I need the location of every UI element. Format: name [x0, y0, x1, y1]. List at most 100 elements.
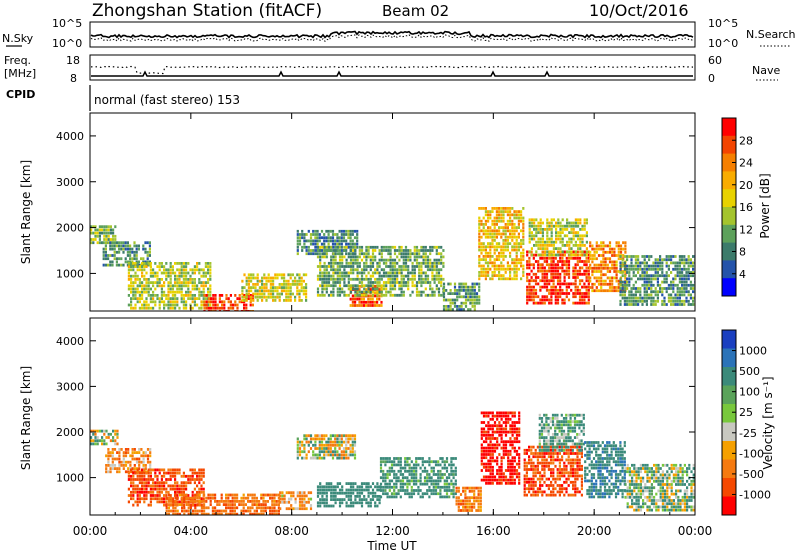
heatmap-cell	[520, 245, 523, 249]
heatmap-cell	[452, 469, 455, 473]
heatmap-cell	[597, 263, 601, 267]
heatmap-cell	[623, 261, 626, 265]
heatmap-cell	[464, 301, 468, 305]
heatmap-cell	[467, 295, 470, 299]
heatmap-cell	[332, 261, 335, 265]
heatmap-cell	[506, 235, 509, 239]
heatmap-cell	[127, 487, 130, 491]
heatmap-cell	[637, 264, 640, 268]
heatmap-cell	[144, 451, 147, 454]
heatmap-cell	[96, 439, 99, 443]
heatmap-cell	[589, 266, 592, 270]
heatmap-cell	[579, 228, 582, 231]
heatmap-cell	[570, 256, 573, 260]
heatmap-cell	[437, 463, 440, 467]
heatmap-cell	[579, 221, 582, 225]
heatmap-cell	[667, 299, 670, 303]
heatmap-cell	[435, 268, 438, 272]
heatmap-cell	[419, 482, 422, 486]
heatmap-cell	[574, 244, 577, 247]
heatmap-cell	[126, 247, 129, 251]
heatmap-cell	[204, 274, 207, 278]
heatmap-cell	[587, 282, 590, 286]
heatmap-cell	[253, 512, 256, 515]
heatmap-cell	[275, 509, 278, 513]
heatmap-cell	[563, 260, 566, 263]
heatmap-cell	[120, 464, 123, 467]
heatmap-cell	[429, 252, 432, 256]
heatmap-cell	[410, 476, 413, 480]
heatmap-cell	[180, 490, 183, 494]
heatmap-cell	[281, 491, 284, 495]
heatmap-cell	[122, 247, 125, 251]
heatmap-cell	[522, 229, 525, 233]
heatmap-cell	[167, 471, 170, 475]
heatmap-cell	[478, 289, 481, 292]
heatmap-cell	[567, 285, 571, 289]
heatmap-cell	[202, 468, 205, 472]
heatmap-cell	[244, 509, 247, 513]
heatmap-cell	[487, 255, 490, 258]
heatmap-cell	[534, 288, 538, 292]
heatmap-cell	[143, 494, 146, 497]
heatmap-cell	[109, 260, 112, 264]
noise-panel-frame	[89, 21, 696, 48]
heatmap-cell	[273, 509, 276, 513]
heatmap-cell	[274, 276, 277, 280]
heatmap-cell	[182, 294, 185, 297]
heatmap-cell	[176, 509, 179, 513]
heatmap-cell	[305, 233, 308, 236]
heatmap-cell	[487, 210, 490, 213]
heatmap-cell	[412, 492, 416, 496]
heatmap-cell	[323, 261, 326, 265]
heatmap-cell	[511, 232, 514, 236]
heatmap-cell	[568, 247, 571, 250]
heatmap-cell	[487, 245, 490, 249]
heatmap-cell	[120, 244, 123, 248]
colorbar-swatch	[722, 118, 736, 137]
heatmap-cell	[464, 305, 468, 308]
heatmap-cell	[236, 496, 239, 500]
heatmap-cell	[294, 295, 297, 299]
heatmap-cell	[347, 293, 350, 297]
heatmap-cell	[493, 267, 496, 271]
heatmap-cell	[661, 271, 664, 274]
heatmap-cell	[351, 450, 354, 454]
heatmap-cell	[174, 478, 177, 481]
heatmap-cell	[220, 509, 223, 513]
heatmap-cell	[296, 292, 299, 296]
heatmap-cell	[431, 261, 434, 265]
heatmap-cell	[552, 269, 555, 273]
heatmap-cell	[296, 494, 299, 498]
heatmap-cell	[112, 228, 115, 232]
heatmap-cell	[663, 274, 666, 278]
heatmap-cell	[334, 281, 337, 284]
heatmap-cell	[585, 256, 588, 260]
heatmap-cell	[634, 258, 637, 262]
heatmap-cell	[585, 231, 588, 234]
heatmap-cell	[329, 440, 332, 444]
heatmap-cell	[132, 471, 135, 475]
heatmap-cell	[145, 300, 148, 304]
heatmap-cell	[163, 487, 166, 491]
heatmap-cell	[493, 261, 496, 265]
heatmap-cell	[135, 263, 138, 267]
heatmap-cell	[260, 509, 263, 513]
heatmap-cell	[504, 267, 507, 271]
heatmap-cell	[134, 265, 137, 268]
heatmap-cell	[426, 293, 430, 297]
heatmap-cell	[334, 450, 337, 454]
heatmap-cell	[367, 300, 370, 304]
heatmap-cell	[262, 512, 265, 515]
heatmap-cell	[656, 267, 659, 271]
heatmap-cell	[187, 509, 190, 513]
heatmap-cell	[530, 295, 533, 299]
heatmap-cell	[464, 489, 467, 493]
heatmap-cell	[515, 251, 518, 255]
heatmap-cell	[109, 241, 112, 245]
heatmap-cell	[178, 306, 181, 310]
heatmap-cell	[196, 265, 199, 268]
heatmap-cell	[406, 463, 409, 467]
heatmap-cell	[428, 495, 431, 499]
heatmap-cell	[407, 277, 410, 281]
